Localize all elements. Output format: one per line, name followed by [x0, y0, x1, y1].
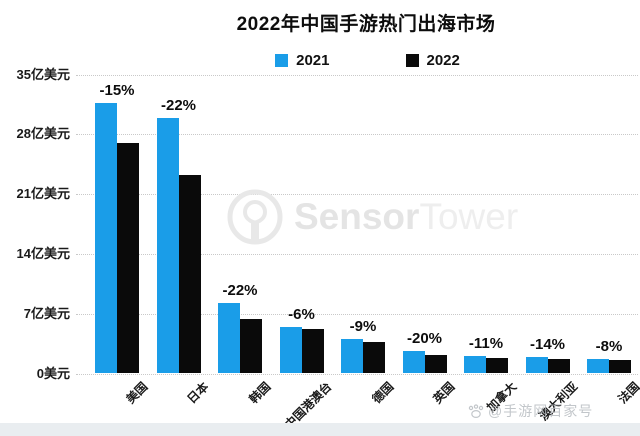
- bar-2022-4: [363, 342, 385, 374]
- y-axis-tick-14: 14亿美元: [16, 245, 70, 261]
- bar-2022-7: [547, 359, 570, 374]
- pct-change-label-6: -11%: [468, 334, 504, 352]
- legend-label-2022: 2022: [426, 52, 460, 69]
- x-axis-label-1: 日本: [184, 379, 212, 407]
- baijiahao-watermark-text: @手游网百家号: [488, 403, 594, 419]
- sensortower-watermark: SensorTower: [226, 188, 518, 246]
- legend-item-2022: 2022: [405, 52, 460, 69]
- y-axis-tick-35: 35亿美元: [16, 66, 70, 82]
- bar-2022-5: [424, 354, 447, 374]
- gridline-21: [76, 194, 638, 196]
- sensortower-wordmark: SensorTower: [294, 188, 518, 246]
- y-axis-tick-21: 21亿美元: [16, 186, 70, 202]
- bar-2022-6: [486, 357, 508, 374]
- bar-2021-6: [464, 355, 486, 374]
- y-axis-tick-0: 0美元: [36, 365, 70, 381]
- gridline-14: [76, 253, 638, 255]
- legend-swatch-2022-icon: [405, 54, 419, 67]
- gridline-28: [76, 134, 638, 136]
- bar-2022-2: [240, 318, 262, 374]
- pct-change-label-0: -15%: [99, 81, 135, 99]
- legend-swatch-2021-icon: [275, 54, 289, 67]
- pct-change-label-1: -22%: [160, 97, 197, 115]
- legend: 2021 2022: [0, 52, 640, 69]
- legend-item-2021: 2021: [275, 52, 330, 69]
- pct-change-label-5: -20%: [406, 330, 443, 348]
- pct-change-label-4: -9%: [349, 318, 377, 336]
- bar-2021-5: [402, 351, 425, 374]
- bottom-strip: [0, 423, 640, 436]
- sensortower-logo-icon: [227, 189, 283, 245]
- x-axis-label-4: 德国: [369, 379, 397, 407]
- pct-change-label-3: -6%: [288, 305, 315, 323]
- y-axis-tick-7: 7亿美元: [23, 305, 70, 321]
- sensortower-word-bold: Sensor: [294, 196, 420, 237]
- chart-title: 2022年中国手游热门出海市场: [236, 14, 496, 35]
- bar-2022-1: [178, 174, 201, 374]
- bar-2021-2: [218, 303, 240, 374]
- sensortower-word-light: Tower: [419, 196, 519, 237]
- pct-change-label-7: -14%: [529, 336, 566, 354]
- bar-2022-8: [609, 359, 631, 374]
- x-axis-label-0: 美国: [123, 379, 151, 407]
- bar-2022-0: [117, 142, 139, 374]
- gridline-7: [76, 313, 638, 315]
- bar-2022-3: [301, 329, 324, 374]
- x-axis-label-8: 法国: [615, 379, 640, 407]
- bar-2021-4: [341, 339, 363, 374]
- x-axis-label-2: 韩国: [246, 379, 274, 407]
- legend-label-2021: 2021: [296, 52, 330, 69]
- gridline-0: [76, 373, 638, 375]
- pct-change-label-8: -8%: [595, 337, 623, 355]
- y-axis-tick-28: 28亿美元: [16, 126, 70, 142]
- baijiahao-watermark: @手游网百家号: [468, 401, 593, 421]
- paw-icon: [468, 403, 484, 418]
- x-axis-label-5: 英国: [430, 379, 458, 407]
- bar-2021-8: [587, 358, 609, 374]
- gridline-35: [76, 74, 638, 76]
- bar-2021-1: [156, 118, 179, 374]
- pct-change-label-2: -22%: [222, 282, 258, 300]
- bar-2021-7: [525, 357, 548, 374]
- bar-2021-0: [95, 102, 117, 374]
- bar-2021-3: [279, 326, 302, 374]
